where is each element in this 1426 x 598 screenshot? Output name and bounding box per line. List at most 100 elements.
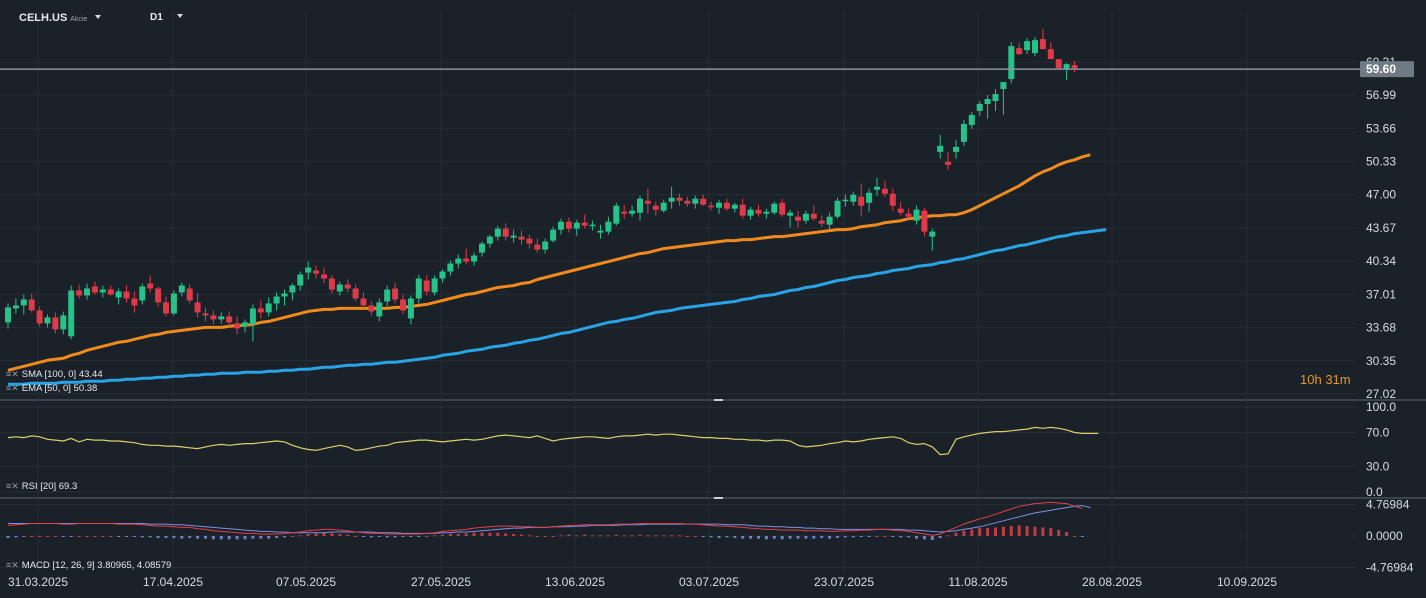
countdown-hours-unit: h [1314, 372, 1322, 387]
macd-histogram-bar [1057, 530, 1061, 536]
date-tick-label: 27.05.2025 [411, 575, 471, 589]
candle [415, 274, 422, 304]
candle-body [771, 203, 778, 213]
candle-body [826, 216, 833, 225]
macd-legend[interactable]: ≡✕ MACD [12, 26, 9] 3.80965, 4.08579 [6, 560, 171, 571]
macd-histogram-bar [267, 536, 271, 539]
candle-body [802, 213, 809, 221]
macd-histogram-bar [196, 536, 200, 539]
candle [447, 260, 454, 276]
macd-histogram-bar [930, 536, 934, 540]
candle-body [881, 188, 888, 194]
candle-body [905, 213, 912, 217]
candle [328, 275, 335, 294]
macd-histogram-bar [670, 535, 674, 537]
candle [874, 177, 880, 196]
macd-histogram-bar [77, 536, 81, 537]
candle-body [463, 258, 470, 262]
macd-tick-label: 0.0000 [1366, 529, 1403, 543]
candle [289, 283, 296, 301]
macd-histogram-bar [480, 532, 484, 536]
candle [265, 297, 272, 317]
macd-histogram-bar [1065, 532, 1069, 536]
macd-histogram-bar [1025, 526, 1029, 536]
rsi-line [7, 426, 1099, 456]
candle-body [644, 200, 651, 204]
macd-histogram-bar [275, 536, 279, 538]
candle-body [297, 274, 304, 286]
candle-body [842, 199, 849, 202]
candle-body [265, 303, 272, 313]
candle-body [139, 286, 146, 301]
macd-histogram-bar [867, 536, 871, 537]
macd-histogram-bar [504, 533, 508, 536]
macd-histogram-bar [567, 534, 571, 536]
candle-body [502, 228, 509, 237]
candle-body [779, 202, 786, 215]
macd-histogram-bar [962, 530, 966, 536]
indicator-settings-icon[interactable]: ≡✕ [6, 383, 19, 393]
candle-body [226, 316, 233, 323]
candle [905, 208, 912, 220]
candle [637, 195, 643, 221]
indicator-settings-icon[interactable]: ≡✕ [6, 481, 19, 491]
candle [668, 186, 675, 209]
candle-body [155, 288, 162, 303]
symbol-selector[interactable]: CELH.US Akcie [19, 12, 102, 26]
candle [463, 248, 470, 265]
macd-histogram-bar [662, 535, 666, 537]
price-tick-label: 30.35 [1366, 354, 1396, 368]
candle-body [1039, 39, 1046, 50]
candle [84, 283, 90, 300]
sma-legend[interactable]: ≡✕ SMA [100, 0] 43.44 [6, 369, 103, 380]
macd-histogram-bar [843, 536, 847, 538]
candle-body [249, 308, 256, 325]
indicator-settings-icon[interactable]: ≡✕ [6, 560, 19, 570]
macd-histogram-bar [828, 536, 832, 539]
candle-body [242, 322, 248, 327]
candle-body [700, 198, 707, 205]
candle-body [866, 192, 873, 203]
macd-histogram-bar [1033, 526, 1037, 536]
candle [76, 284, 83, 299]
macd-histogram-bar [1001, 526, 1005, 536]
candle [234, 316, 241, 335]
candle [36, 306, 43, 327]
macd-histogram-bar [101, 536, 105, 537]
timeframe-selector[interactable]: D1 [150, 12, 183, 26]
candle [850, 191, 857, 206]
macd-histogram-bar [362, 536, 365, 537]
macd-histogram-bar [369, 536, 373, 538]
candle [494, 225, 501, 241]
ema-legend[interactable]: ≡✕ EMA [50, 0] 50.38 [6, 383, 97, 394]
macd-histogram-bar [512, 534, 516, 536]
candle [826, 212, 833, 230]
macd-histogram-bar [986, 528, 990, 536]
candle [194, 293, 201, 318]
candle [779, 198, 786, 217]
indicator-settings-icon[interactable]: ≡✕ [6, 369, 19, 379]
macd-histogram-bar [1009, 526, 1013, 536]
candle [471, 252, 478, 266]
macd-histogram-bar [591, 535, 595, 537]
sma-legend-label: SMA [100, 0] 43.44 [21, 369, 103, 380]
macd-histogram-bar [899, 536, 903, 538]
candle-body [455, 258, 462, 264]
macd-histogram-bar [527, 535, 531, 537]
macd-tick-label: -4.76984 [1366, 561, 1414, 575]
candle-body [929, 231, 936, 237]
candle [226, 311, 233, 328]
candle-body [210, 315, 217, 320]
date-tick-label: 17.04.2025 [143, 575, 203, 589]
candle-body [684, 200, 691, 204]
candle-body [44, 317, 51, 324]
candle [170, 290, 177, 316]
candle [139, 283, 146, 305]
rsi-legend[interactable]: ≡✕ RSI [20] 69.3 [6, 481, 77, 492]
macd-histogram-bar [243, 536, 247, 540]
candle-body [518, 236, 525, 240]
candle [984, 95, 991, 119]
candle [518, 230, 525, 245]
macd-histogram-bar [638, 534, 642, 536]
